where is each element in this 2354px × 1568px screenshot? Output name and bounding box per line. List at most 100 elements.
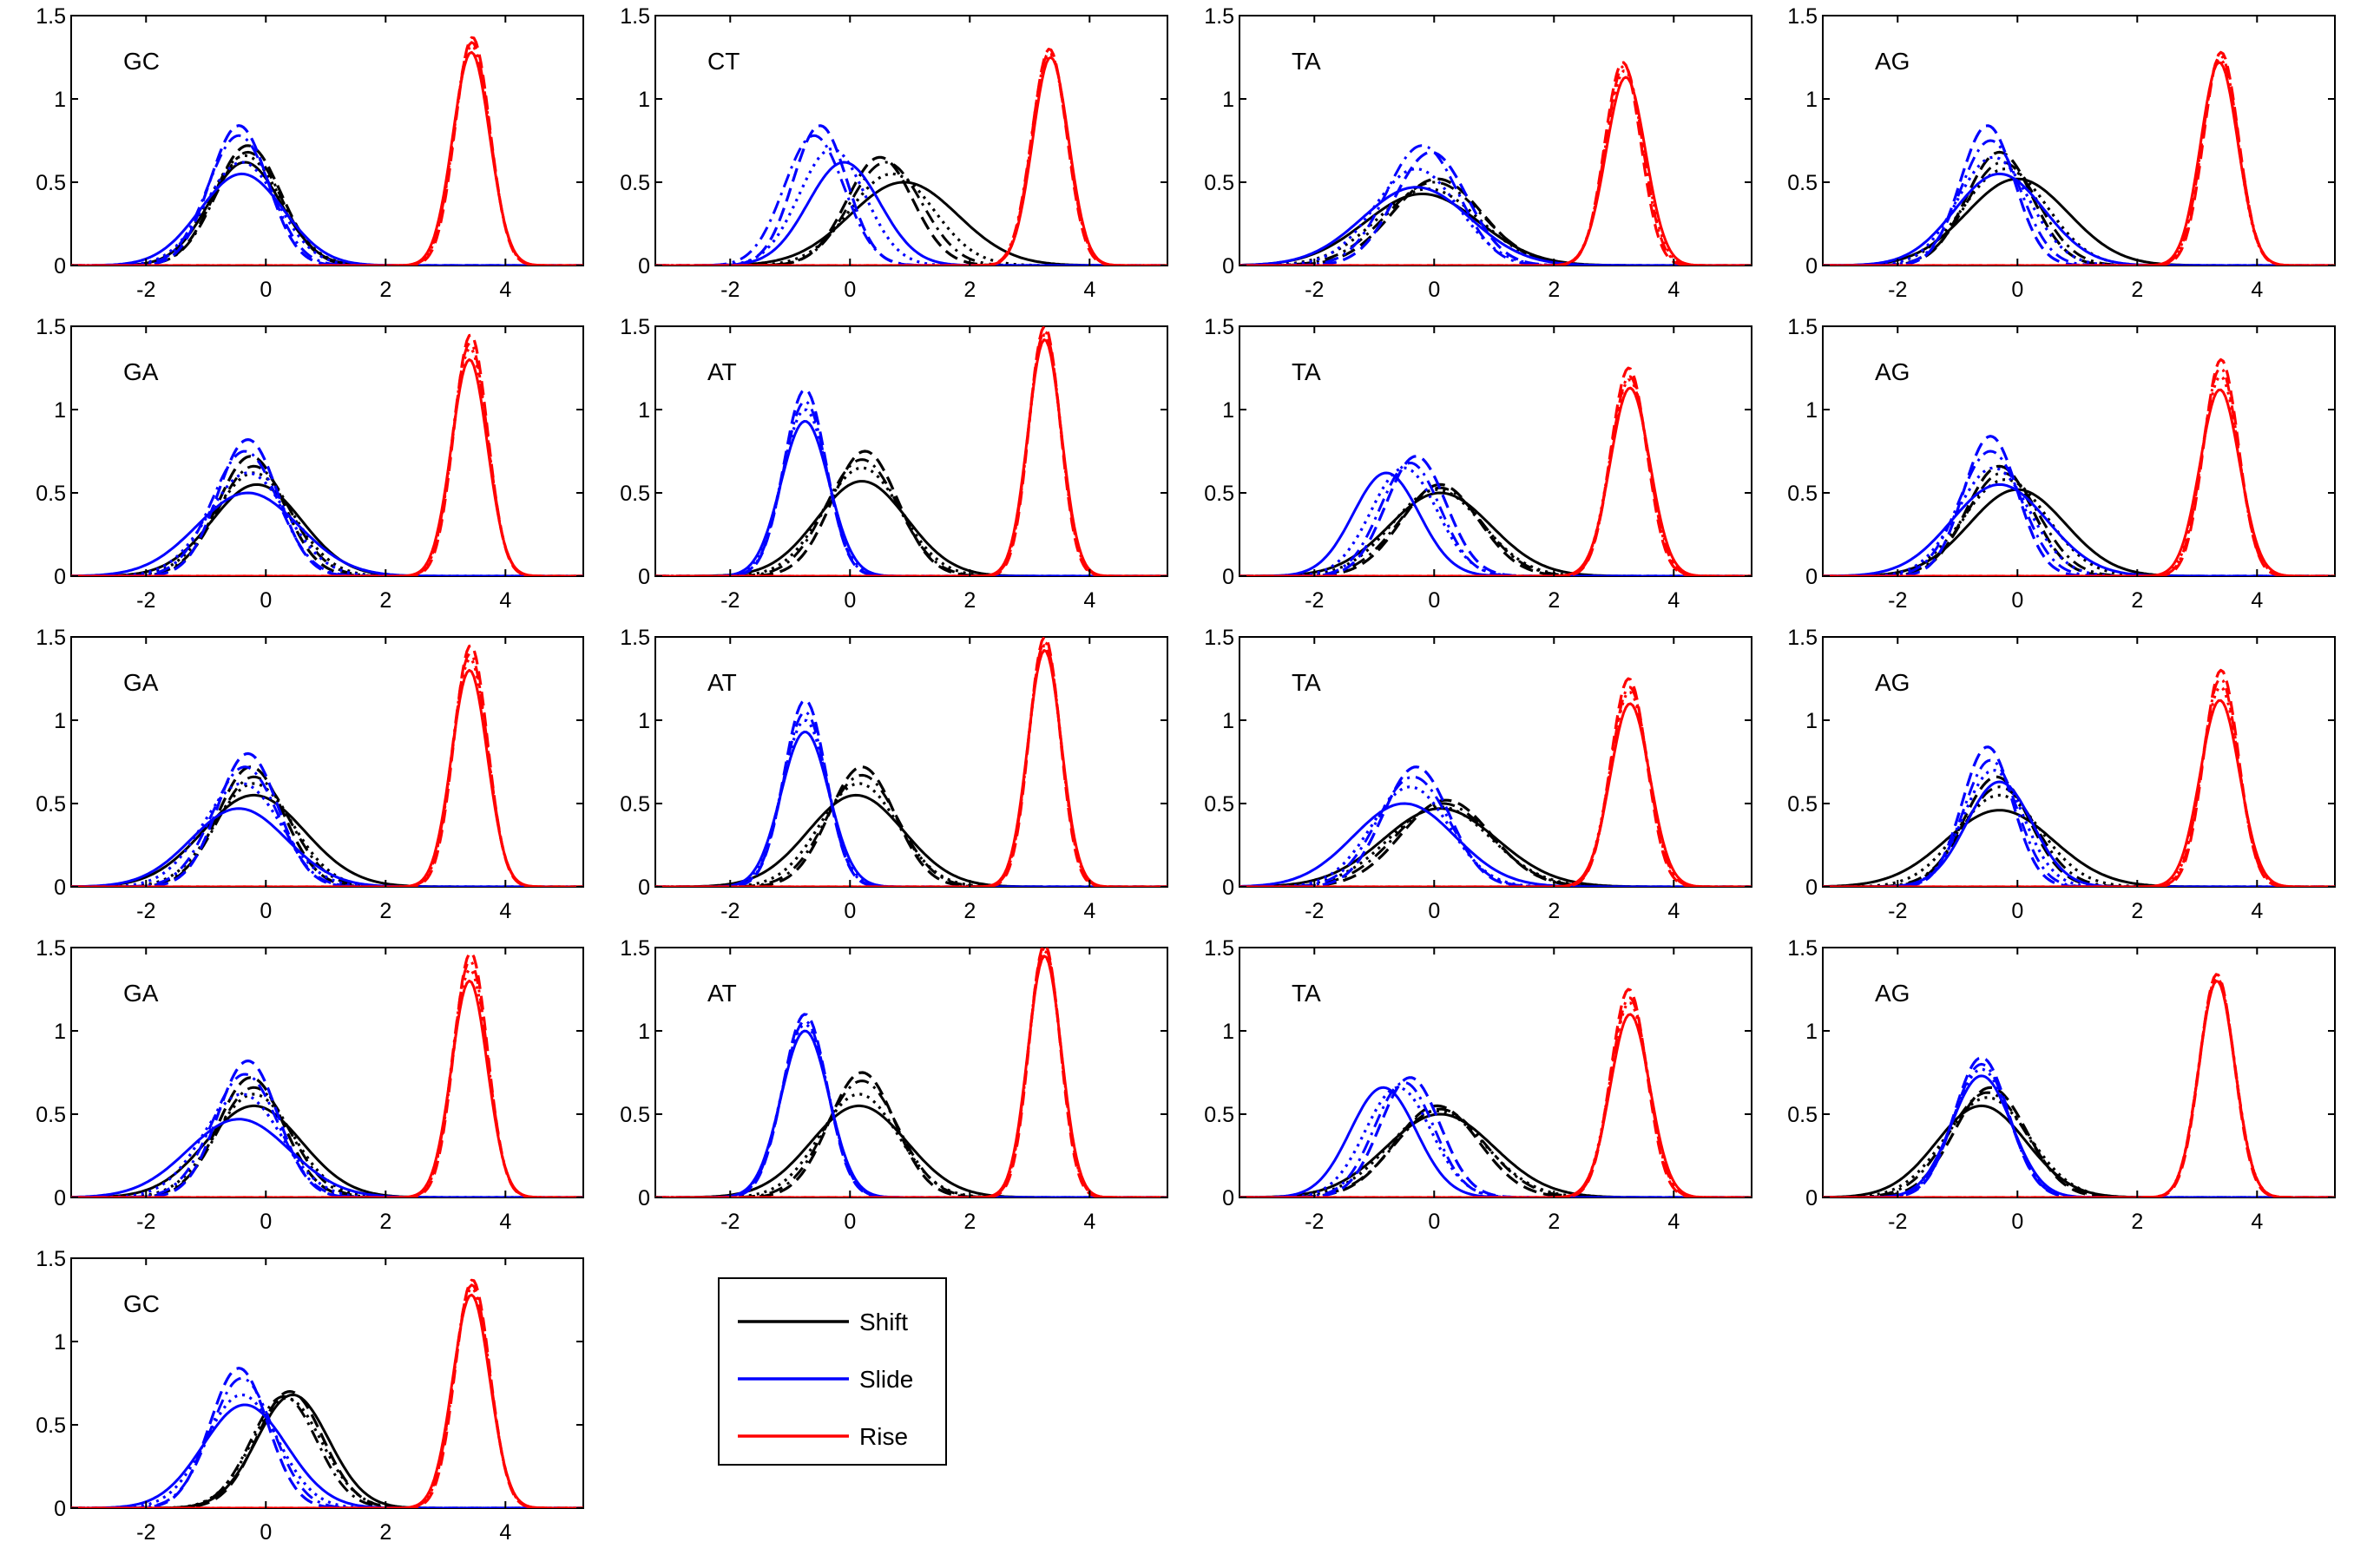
panel-label: AT	[707, 358, 737, 385]
x-tick-label: 2	[963, 588, 976, 613]
y-tick-label: 1.5	[1787, 4, 1818, 29]
x-tick-label: 2	[2131, 899, 2143, 923]
x-tick-label: 2	[1548, 278, 1560, 302]
panel-7: -2 0 2 4 0 0.5 1 1.5 TA	[1204, 315, 1752, 613]
series-line-slide-solid	[1823, 482, 2335, 576]
x-tick-label: -2	[136, 899, 155, 923]
y-tick-label: 1	[638, 398, 650, 423]
panel-12: -2 0 2 4 0 0.5 1 1.5 AG	[1787, 626, 2336, 923]
panel-17: -2 0 2 4 0 0.5 1 1.5 GC	[36, 1247, 584, 1545]
x-tick-label: 4	[499, 1210, 511, 1234]
curves	[71, 1278, 583, 1508]
y-tick-label: 1.5	[620, 4, 650, 29]
y-tick-label: 1.5	[1787, 626, 1818, 650]
x-tick-label: -2	[136, 278, 155, 302]
plot-frame	[1822, 636, 2336, 888]
series-line-rise-solid	[655, 955, 1167, 1197]
y-tick-label: 1	[1805, 1020, 1818, 1044]
x-tick-label: 0	[1428, 278, 1440, 302]
y-tick-label: 0	[54, 1186, 66, 1210]
series-line-rise-dotted	[71, 657, 583, 887]
y-tick-label: 0.5	[36, 1103, 66, 1127]
x-tick-label: 2	[1548, 1210, 1560, 1234]
series-line-slide-dotted	[1239, 167, 1752, 266]
series-line-rise-dashdot	[1239, 375, 1752, 576]
plot-frame	[1239, 325, 1752, 577]
curves	[1239, 677, 1752, 887]
series-line-rise-dashdot	[71, 41, 583, 266]
series-line-rise-dashdot	[71, 1283, 583, 1508]
x-tick-label: 2	[2131, 278, 2143, 302]
x-tick-label: 0	[260, 1210, 272, 1234]
curves	[1239, 987, 1752, 1197]
y-tick-label: 0.5	[36, 171, 66, 195]
x-tick-label: 4	[1083, 899, 1095, 923]
y-tick-label: 1	[1805, 709, 1818, 733]
series-line-rise-dashed	[1239, 677, 1752, 887]
panel-label: GA	[123, 980, 159, 1007]
legend: Shift Slide Rise	[718, 1277, 947, 1466]
series-line-rise-dashdot	[655, 330, 1167, 576]
x-tick-label: -2	[1305, 588, 1324, 613]
y-tick-label: 1.5	[620, 936, 650, 961]
panel-16: -2 0 2 4 0 0.5 1 1.5 AG	[1787, 936, 2336, 1234]
series-line-slide-dotted	[1239, 785, 1752, 887]
series-line-shift-dotted	[1239, 488, 1752, 576]
y-tick-label: 0	[54, 1497, 66, 1521]
x-tick-label: 2	[379, 899, 391, 923]
x-tick-label: -2	[136, 1210, 155, 1234]
panel-label: TA	[1292, 48, 1321, 75]
y-tick-label: 1.5	[1204, 626, 1234, 650]
x-tick-label: 2	[2131, 1210, 2143, 1234]
series-line-slide-dotted	[71, 1092, 583, 1197]
x-tick-label: -2	[136, 1520, 155, 1545]
series-line-shift-dashdot	[1239, 1107, 1752, 1197]
plot-frame	[70, 947, 584, 1198]
series-line-slide-solid	[1239, 186, 1752, 266]
series-line-shift-dashdot	[1823, 161, 2335, 266]
series-line-rise-dashed	[71, 644, 583, 887]
x-tick-label: 4	[1667, 899, 1680, 923]
plot-frame	[70, 325, 584, 577]
x-tick-label: 2	[1548, 899, 1560, 923]
x-tick-label: 4	[499, 588, 511, 613]
y-tick-label: 1	[1805, 88, 1818, 112]
x-tick-label: 0	[260, 278, 272, 302]
x-tick-label: 4	[1083, 1210, 1095, 1234]
panel-13: -2 0 2 4 0 0.5 1 1.5 GA	[36, 936, 584, 1234]
plot-frame	[70, 15, 584, 266]
series-line-slide-dashed	[1239, 765, 1752, 887]
series-line-slide-dashdot	[1239, 144, 1752, 266]
y-tick-label: 0.5	[620, 171, 650, 195]
x-tick-label: 4	[1083, 278, 1095, 302]
plot-frame	[1239, 15, 1752, 266]
y-tick-label: 1.5	[36, 626, 66, 650]
y-tick-label: 0.5	[1204, 171, 1234, 195]
x-tick-label: 0	[844, 1210, 856, 1234]
y-tick-label: 0	[1222, 1186, 1234, 1210]
series-line-slide-dotted	[1823, 466, 2335, 576]
x-tick-label: 2	[963, 1210, 976, 1234]
y-tick-label: 1.5	[1204, 315, 1234, 339]
x-tick-label: 0	[1428, 899, 1440, 923]
x-tick-label: 2	[379, 1520, 391, 1545]
x-tick-label: -2	[1888, 588, 1907, 613]
series-line-shift-dashdot	[655, 773, 1167, 887]
y-tick-label: 1.5	[1204, 4, 1234, 29]
curves	[71, 951, 583, 1197]
curves	[71, 644, 583, 887]
series-line-slide-solid	[71, 491, 583, 576]
curves	[655, 637, 1167, 887]
series-line-rise-solid	[1239, 75, 1752, 266]
x-tick-label: 0	[2011, 588, 2023, 613]
x-tick-label: 2	[379, 278, 391, 302]
series-line-shift-solid	[1239, 193, 1752, 266]
y-tick-label: 1.5	[1787, 315, 1818, 339]
series-line-slide-dotted	[71, 782, 583, 887]
y-tick-label: 0	[1805, 1186, 1818, 1210]
plot-frame	[654, 947, 1168, 1198]
x-tick-label: 0	[260, 1520, 272, 1545]
x-tick-label: 0	[1428, 588, 1440, 613]
plot-frame	[70, 636, 584, 888]
x-tick-label: 0	[844, 278, 856, 302]
